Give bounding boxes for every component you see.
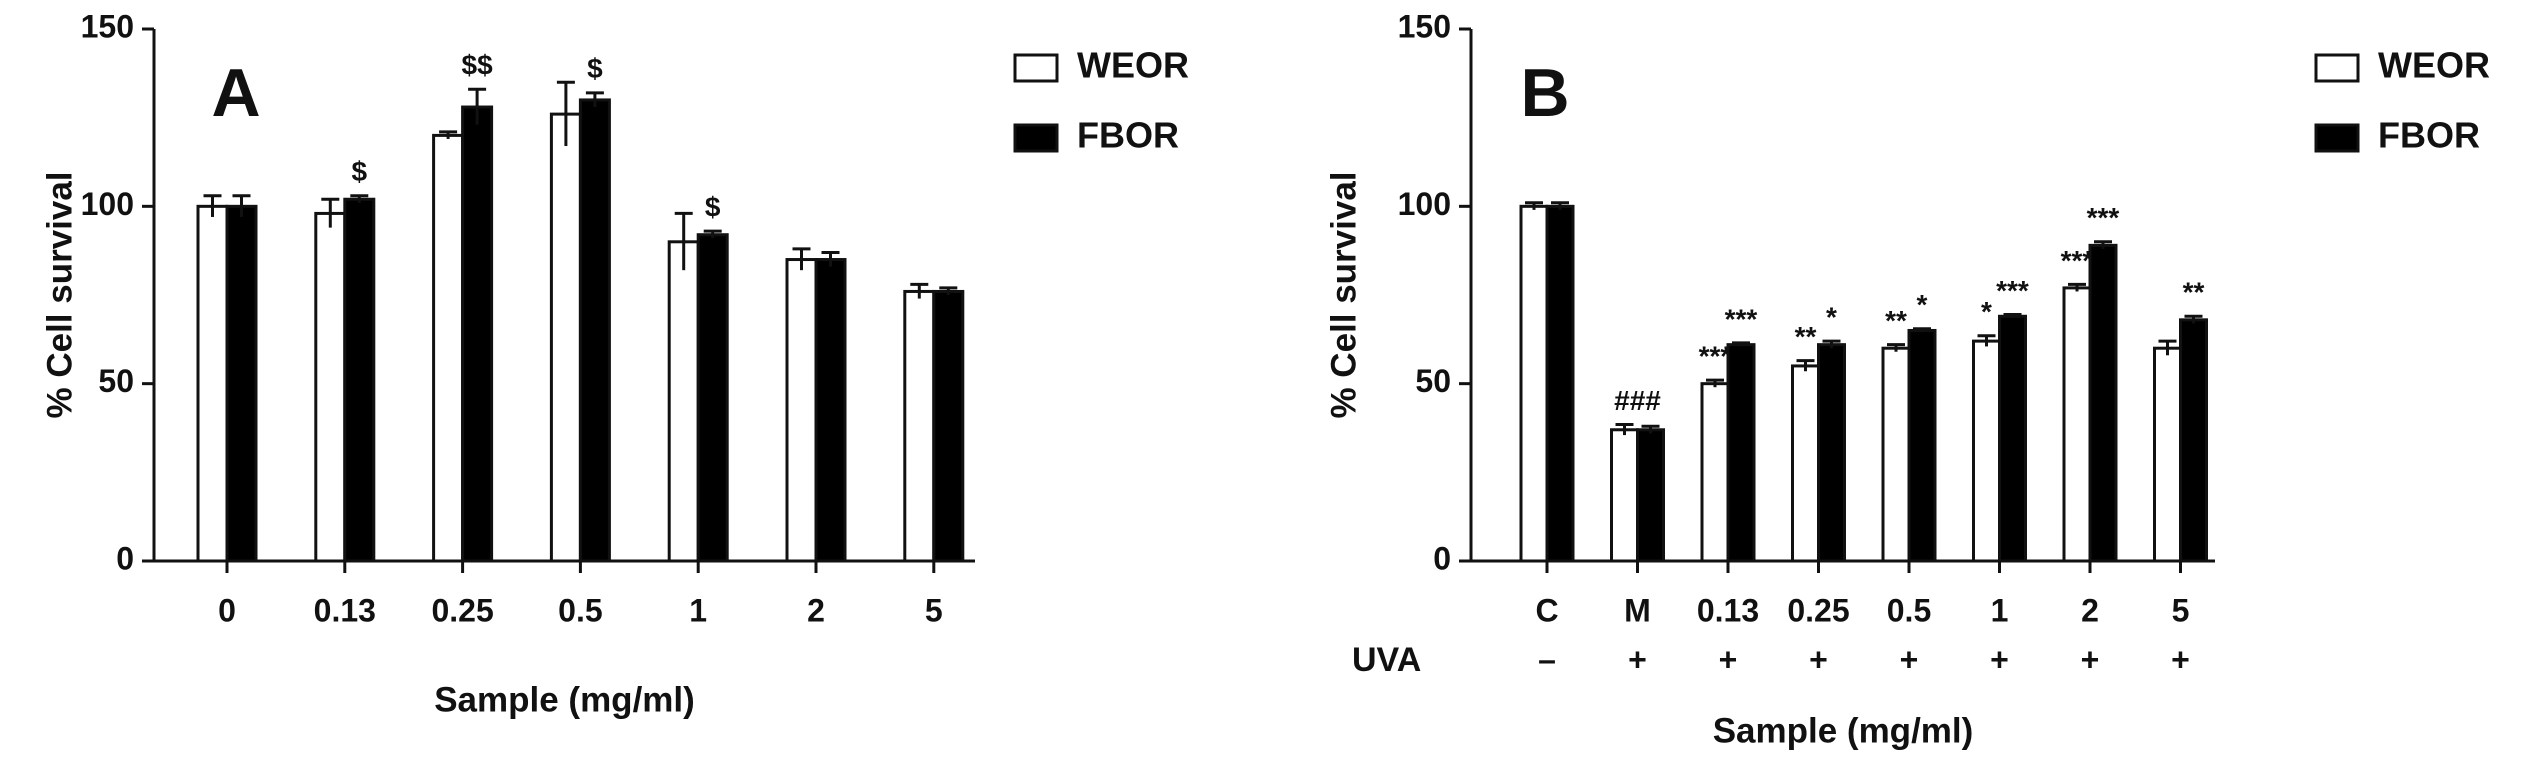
bar [696, 233, 729, 563]
y-tick-label: 100 [1398, 186, 1451, 222]
bar [1998, 314, 2027, 563]
bar [432, 133, 465, 563]
bar [343, 197, 376, 563]
significance-label: * [1826, 301, 1837, 332]
significance-label: $ [705, 192, 721, 223]
bar [578, 98, 611, 563]
panel-label: A [211, 55, 260, 131]
bar [461, 105, 494, 563]
significance-label: $ [587, 53, 603, 84]
significance-label: *** [2087, 202, 2120, 233]
x-axis-label: Sample (mg/ml) [1713, 711, 1974, 750]
bar [1700, 382, 1730, 563]
bar [2153, 346, 2182, 563]
bar [225, 204, 258, 563]
significance-label: * [1981, 296, 1992, 327]
x-tick-label: 1 [689, 592, 707, 628]
y-tick-label: 150 [81, 8, 134, 44]
legend-swatch [1013, 123, 1059, 153]
bar [667, 240, 700, 563]
row-value: + [1719, 641, 1738, 677]
y-tick-label: 50 [98, 363, 134, 399]
bar [1881, 346, 1911, 563]
legend-label: WEOR [2378, 45, 2490, 86]
panel-label: B [1520, 55, 1569, 131]
y-tick-label: 100 [81, 186, 134, 222]
bar [1817, 343, 1846, 563]
significance-label: ** [1885, 305, 1907, 336]
x-tick-label: 0.13 [314, 592, 376, 628]
x-tick-label: 0.5 [558, 592, 602, 628]
bar [785, 258, 818, 563]
bar [932, 289, 965, 563]
row-label: UVA [1352, 641, 1421, 679]
row-value: + [2171, 641, 2190, 677]
y-tick-label: 0 [1433, 540, 1451, 576]
x-axis-label: Sample (mg/ml) [434, 680, 695, 719]
y-tick-label: 0 [116, 540, 134, 576]
panel: 0 50 100 150 % Cell survival Sample (mg/ml) B C… [1324, 8, 2490, 750]
row-value: + [1628, 641, 1647, 677]
significance-label: *** [1699, 341, 1732, 372]
y-axis-label: % Cell survival [40, 171, 79, 418]
row-value: – [1538, 641, 1556, 677]
x-tick-label: 1 [1991, 592, 2009, 628]
x-tick-label: 5 [925, 592, 943, 628]
significance-label: ** [1795, 321, 1817, 352]
x-tick-label: 0.25 [1787, 592, 1849, 628]
bar [903, 289, 936, 563]
significance-label: *** [1996, 275, 2029, 306]
x-tick-label: 0.13 [1697, 592, 1759, 628]
significance-label: *** [2061, 245, 2094, 276]
bar [1907, 328, 1937, 563]
significance-label: *** [1725, 303, 1758, 334]
bar [1972, 339, 2001, 563]
significance-label: * [1917, 289, 1928, 320]
legend-swatch [2314, 123, 2360, 153]
bar [549, 112, 582, 563]
significance-label: ** [2183, 277, 2205, 308]
legend-swatch [1013, 53, 1059, 83]
x-tick-label: 2 [807, 592, 825, 628]
bar [196, 204, 229, 563]
legend-swatch [2314, 53, 2360, 83]
row-value: + [1809, 641, 1828, 677]
x-tick-label: 0.5 [1887, 592, 1931, 628]
bar [2088, 243, 2118, 563]
significance-label: ### [1614, 385, 1661, 416]
x-tick-label: 5 [2172, 592, 2190, 628]
x-tick-label: 0 [218, 592, 236, 628]
bar [2179, 318, 2208, 563]
bar [1726, 343, 1756, 563]
y-axis-label: % Cell survival [1324, 171, 1363, 418]
bar [1791, 364, 1820, 563]
x-tick-label: 0.25 [431, 592, 493, 628]
x-tick-label: C [1535, 592, 1558, 628]
y-tick-label: 50 [1415, 363, 1451, 399]
legend-label: FBOR [2378, 115, 2480, 156]
bar [1610, 428, 1639, 563]
x-tick-label: 2 [2081, 592, 2099, 628]
bar [2062, 286, 2092, 563]
row-value: + [1900, 641, 1919, 677]
row-value: + [1990, 641, 2009, 677]
row-value: + [2081, 641, 2100, 677]
significance-label: $ [352, 156, 368, 187]
legend-label: WEOR [1077, 45, 1189, 86]
legend-label: FBOR [1077, 115, 1179, 156]
bar [314, 211, 347, 563]
significance-label: $$ [462, 50, 494, 81]
bar [814, 258, 847, 563]
bar [1545, 204, 1575, 563]
bar [1519, 204, 1549, 563]
y-tick-label: 150 [1398, 8, 1451, 44]
x-tick-label: M [1624, 592, 1651, 628]
bar [1636, 428, 1665, 563]
